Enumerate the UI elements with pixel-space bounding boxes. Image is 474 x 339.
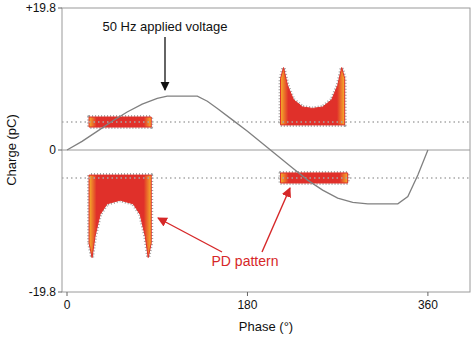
threshold-line (62, 121, 470, 123)
voltage-curve (67, 96, 428, 204)
x-axis-title: Phase (°) (239, 319, 293, 334)
y-tick (58, 292, 62, 293)
annotation: PD pattern (212, 253, 279, 269)
x-tick-label: 360 (418, 298, 438, 312)
y-tick-label: +19.8 (26, 1, 57, 15)
y-tick-label: 0 (49, 143, 56, 157)
annotation: 50 Hz applied voltage (102, 19, 227, 34)
threshold-line (62, 177, 470, 179)
x-tick (427, 292, 428, 296)
y-tick (58, 150, 62, 151)
y-tick-label: -19.8 (29, 285, 57, 299)
x-tick (247, 292, 248, 296)
y-tick (58, 8, 62, 9)
pd-halo (281, 68, 345, 125)
x-tick-label: 180 (237, 298, 257, 312)
pd-cluster (281, 68, 345, 125)
annotation-arrow (158, 218, 222, 252)
annotation-arrow (262, 188, 290, 252)
plot-area (62, 68, 470, 258)
x-tick (67, 292, 68, 296)
plot-frame (62, 8, 470, 292)
zero-line (62, 150, 470, 151)
pd-halo (89, 175, 151, 257)
chart: +19.8 0 -19.8 0 180 360 Phase (°) Charge (pC) 50… (0, 0, 474, 339)
pd-cluster (89, 175, 151, 257)
x-tick-label: 0 (64, 298, 71, 312)
annotation-arrow (164, 37, 165, 90)
y-axis-title: Charge (pC) (4, 114, 19, 186)
